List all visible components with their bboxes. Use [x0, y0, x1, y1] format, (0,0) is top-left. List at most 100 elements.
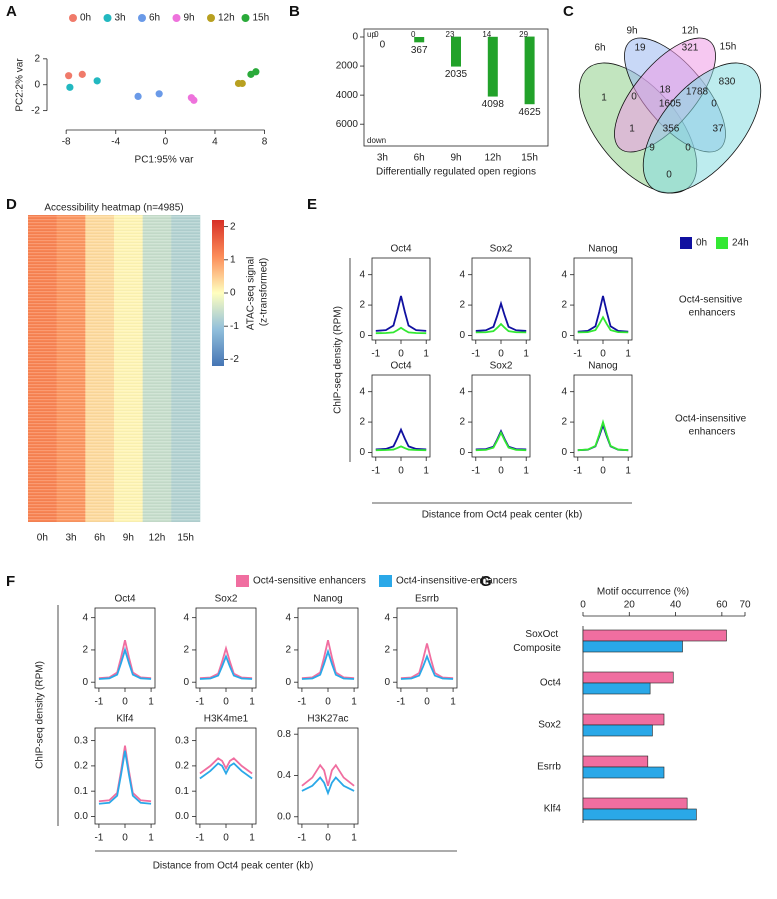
bar	[582, 724, 653, 737]
x-tick-label: 0	[122, 833, 128, 844]
x-tick-label: 15h	[521, 153, 538, 164]
bar-up-label: 29	[519, 30, 528, 39]
y-tick-label: 0.8	[277, 729, 291, 740]
bar	[582, 766, 665, 779]
x-axis-label: Distance from Oct4 peak center (kb)	[153, 861, 314, 872]
category-label: Sox2	[538, 720, 561, 731]
point	[190, 96, 198, 104]
x-tick-label: 1	[148, 697, 154, 708]
panel-title: Klf4	[116, 714, 134, 725]
y-tick-label: 0	[285, 677, 291, 688]
y-tick-label: 0.1	[175, 786, 189, 797]
bar-down	[414, 36, 425, 43]
bar	[582, 640, 683, 653]
bar-down-label: 0	[380, 40, 386, 51]
y-tick-label: 4	[561, 269, 567, 280]
x-tick-label: 0	[325, 697, 331, 708]
x-tick-label: 0	[498, 349, 504, 360]
text-line: ATAC-seq signal	[245, 254, 256, 330]
line	[475, 322, 527, 334]
x-tick-label: 1	[423, 349, 429, 360]
region-count: 1	[601, 93, 607, 104]
plot-frame	[471, 257, 531, 341]
line	[301, 763, 355, 787]
legend-label: 3h	[115, 13, 126, 24]
y-tick-label: 2	[183, 645, 189, 656]
x-tick-label: -1	[371, 349, 380, 360]
y-tick-label: 0	[459, 447, 465, 458]
panel-letter: B	[289, 3, 300, 20]
heatmap-title: Accessibility heatmap (n=4985)	[44, 203, 183, 214]
legend-swatch	[207, 14, 215, 22]
row-label: Oct4-sensitive enhancers	[679, 294, 745, 318]
legend-swatch	[716, 237, 728, 249]
line	[98, 745, 152, 803]
row-label: Oct4-insensitive enhancers	[675, 413, 749, 437]
plot-frame	[396, 607, 458, 689]
x-tick-label: 0	[122, 697, 128, 708]
y-tick-label: 4	[459, 269, 465, 280]
x-tick-label: 1	[249, 697, 255, 708]
bar-down-label: 4625	[518, 107, 541, 118]
region-count: 321	[682, 43, 699, 54]
point	[238, 79, 246, 88]
x-tick-label: 6h	[414, 153, 425, 164]
y-tick-label: 0	[561, 330, 567, 341]
legend-label: 0h	[696, 238, 707, 249]
panel-letter: F	[6, 573, 15, 590]
line	[577, 422, 629, 452]
x-tick-label: 0	[498, 466, 504, 477]
up-label: up	[367, 30, 376, 39]
x-tick-label: 9h	[450, 153, 461, 164]
x-tick-label: 0	[398, 349, 404, 360]
line	[577, 295, 629, 333]
y-tick-label: 2	[359, 300, 365, 311]
text-line: Oct4-sensitive	[679, 294, 745, 305]
y-tick-label: 0	[359, 330, 365, 341]
legend-swatch	[241, 14, 250, 22]
colorbar-tick-label: 2	[230, 221, 236, 232]
set-label: 9h	[626, 26, 637, 37]
region-count: 0	[685, 143, 691, 154]
x-tick-label: 70	[739, 600, 751, 611]
x-tick-label: -1	[297, 833, 306, 844]
y-tick-label: 4	[459, 386, 465, 397]
x-axis-label: Differentially regulated open regions	[376, 167, 536, 178]
y-axis-label: PC2:2% var	[15, 58, 26, 112]
y-tick-label: -2	[31, 105, 40, 116]
line	[199, 653, 253, 680]
legend-label: 12h	[218, 13, 235, 24]
point	[65, 72, 73, 80]
x-tick-label: 12h	[484, 153, 501, 164]
x-tick-label: 0	[163, 137, 169, 148]
x-tick-label: 1	[523, 349, 529, 360]
point	[134, 92, 142, 100]
line	[375, 326, 427, 335]
point	[93, 77, 101, 85]
colorbar-tick-label: -1	[230, 321, 239, 332]
panel-title: H3K4me1	[204, 714, 249, 725]
y-tick-label: 2	[34, 53, 40, 64]
region-count: 1605	[659, 99, 682, 110]
category-label: Esrrb	[537, 762, 561, 773]
y-tick-label: 2	[285, 645, 291, 656]
colorbar-tick-label: -2	[230, 354, 239, 365]
bar-down-label: 4098	[482, 99, 505, 110]
y-tick-label: 0.4	[277, 770, 291, 781]
region-count: 356	[663, 124, 680, 135]
line	[400, 643, 454, 680]
x-tick-label: -1	[94, 697, 103, 708]
category-label: SoxOct Composite	[513, 629, 561, 654]
y-tick-label: 0.3	[74, 735, 88, 746]
x-tick-label: 1	[423, 466, 429, 477]
region-count: 0	[666, 170, 672, 181]
line	[475, 430, 527, 452]
y-tick-label: 0.3	[175, 735, 189, 746]
line	[375, 445, 427, 452]
bar	[582, 808, 697, 821]
panel-title: Sox2	[490, 361, 513, 372]
y-tick-label: 0	[459, 330, 465, 341]
y-tick-label: 2	[561, 417, 567, 428]
legend-label: Oct4-insensitive-enhancers	[396, 576, 517, 587]
plot-frame	[195, 727, 257, 825]
